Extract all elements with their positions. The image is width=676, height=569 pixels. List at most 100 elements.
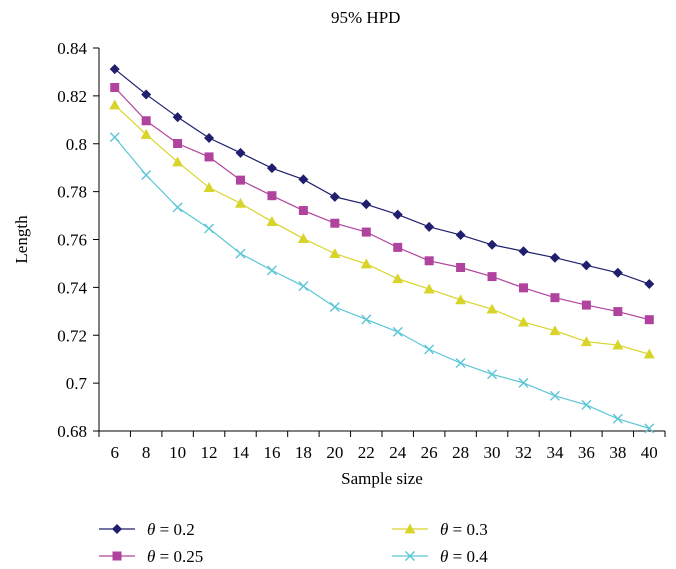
triangle-marker <box>549 325 561 336</box>
triangle-marker <box>203 182 215 192</box>
square-marker <box>613 307 623 317</box>
series-line <box>114 68 650 285</box>
triangle-marker <box>518 316 529 327</box>
series-markers <box>109 64 655 434</box>
x-marker <box>487 369 498 380</box>
legend-item: θ = 0.2 <box>99 520 195 539</box>
diamond-marker <box>109 64 120 75</box>
y-tick-label: 0.8 <box>66 135 87 154</box>
x-tick-label: 28 <box>452 443 469 462</box>
square-marker <box>361 227 371 237</box>
x-marker <box>455 358 466 369</box>
diamond-marker <box>549 252 560 263</box>
x-marker <box>392 326 403 337</box>
square-marker <box>393 242 403 252</box>
x-tick-label: 34 <box>546 443 564 462</box>
diamond-marker <box>392 209 403 220</box>
triangle-marker <box>140 128 152 139</box>
square-marker <box>173 139 183 149</box>
x-tick-label: 30 <box>484 443 501 462</box>
legend-item: θ = 0.3 <box>392 520 488 539</box>
x-axis-label: Sample size <box>341 469 423 488</box>
y-tick-label: 0.68 <box>57 422 87 441</box>
x-marker <box>361 314 372 325</box>
x-marker <box>141 170 152 181</box>
diamond-marker <box>235 147 246 158</box>
axis-ticks: 0.68 0.7 0.72 0.74 0.76 0.78 0.8 0.82 0.84 6 8 10 12… <box>57 39 666 462</box>
x-marker <box>298 281 309 292</box>
y-tick-label: 0.7 <box>66 374 88 393</box>
diamond-marker <box>112 524 122 534</box>
diamond-marker <box>644 279 655 290</box>
x-tick-label: 14 <box>232 443 250 462</box>
series-line <box>114 104 650 355</box>
triangle-marker <box>235 197 246 208</box>
x-tick-label: 36 <box>578 443 595 462</box>
triangle-marker <box>329 248 341 259</box>
square-marker <box>581 300 591 310</box>
series-line <box>114 136 650 429</box>
square-marker <box>141 116 151 126</box>
y-tick-label: 0.78 <box>57 183 87 202</box>
legend-label: θ = 0.4 <box>440 547 488 566</box>
legend-item: θ = 0.25 <box>99 547 203 566</box>
diamond-marker <box>487 239 498 250</box>
x-marker <box>644 423 655 434</box>
legend-item: θ = 0.4 <box>392 547 488 566</box>
x-tick-label: 24 <box>389 443 407 462</box>
x-tick-label: 22 <box>358 443 375 462</box>
triangle-marker <box>486 303 498 314</box>
diamond-marker <box>581 260 592 271</box>
triangle-marker <box>404 523 416 534</box>
x-marker <box>329 302 340 312</box>
series-line <box>114 87 650 321</box>
x-marker <box>612 413 623 424</box>
legend-label: θ = 0.2 <box>147 520 195 539</box>
x-marker <box>235 248 246 259</box>
x-tick-label: 12 <box>201 443 218 462</box>
diamond-marker <box>612 267 623 278</box>
square-marker <box>112 551 122 561</box>
y-tick-label: 0.76 <box>57 231 87 250</box>
series-lines <box>114 68 650 429</box>
x-marker <box>266 265 277 276</box>
square-marker <box>330 218 340 228</box>
x-tick-label: 20 <box>326 443 343 462</box>
x-tick-label: 8 <box>142 443 151 462</box>
square-marker <box>298 206 308 216</box>
x-tick-label: 16 <box>263 443 280 462</box>
x-tick-label: 40 <box>641 443 658 462</box>
square-marker <box>487 272 497 282</box>
diamond-marker <box>361 199 372 210</box>
y-tick-label: 0.72 <box>57 326 87 345</box>
y-axis-label: Length <box>12 215 31 264</box>
y-tick-label: 0.84 <box>57 39 87 58</box>
diamond-marker <box>424 221 435 232</box>
triangle-marker <box>297 233 309 243</box>
y-tick-label: 0.74 <box>57 278 87 297</box>
x-marker <box>109 132 120 143</box>
x-marker <box>581 399 592 410</box>
x-marker <box>405 551 415 561</box>
triangle-marker <box>109 99 121 110</box>
x-marker <box>204 223 215 234</box>
diamond-marker <box>204 133 215 144</box>
x-tick-label: 26 <box>421 443 438 462</box>
x-marker <box>172 202 183 213</box>
x-tick-label: 6 <box>110 443 119 462</box>
diamond-marker <box>298 174 309 185</box>
triangle-marker <box>172 156 184 167</box>
triangle-marker <box>423 283 435 294</box>
square-marker <box>204 152 214 162</box>
x-tick-label: 38 <box>609 443 626 462</box>
legend-label: θ = 0.3 <box>440 520 488 539</box>
square-marker <box>550 293 560 303</box>
diamond-marker <box>266 163 277 174</box>
x-tick-label: 10 <box>169 443 186 462</box>
triangle-marker <box>455 294 467 305</box>
diamond-marker <box>141 89 152 100</box>
diamond-marker <box>455 229 466 240</box>
legend-label: θ = 0.25 <box>147 547 203 566</box>
diamond-marker <box>329 191 340 202</box>
triangle-marker <box>360 258 372 269</box>
